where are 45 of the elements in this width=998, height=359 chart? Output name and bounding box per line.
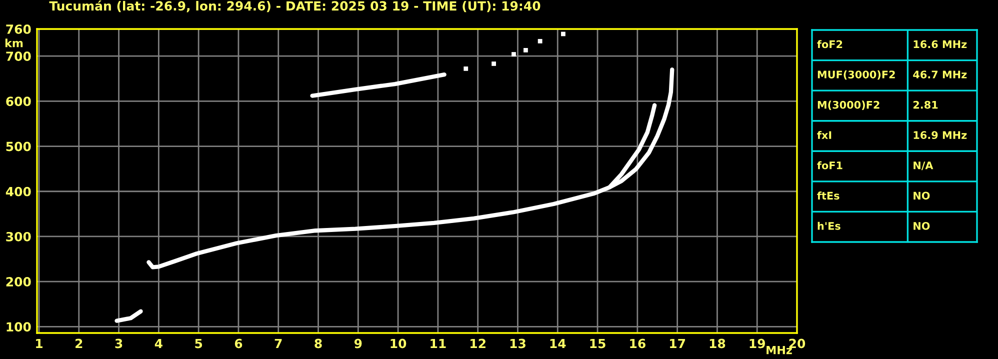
x-tick-label: 12 bbox=[470, 338, 486, 348]
text: foF2 bbox=[817, 40, 842, 48]
x-tick-label: 9 bbox=[354, 338, 362, 348]
x-tick-label: 11 bbox=[430, 338, 446, 348]
text: NO bbox=[914, 222, 930, 230]
text: MUF(3000)F2 bbox=[818, 70, 895, 80]
y-tick-label: 200 bbox=[6, 277, 31, 287]
x-tick-label: 8 bbox=[314, 338, 322, 348]
text: fxI bbox=[817, 130, 832, 139]
x-tick-label: 5 bbox=[195, 338, 202, 348]
y-tick-label: 500 bbox=[6, 142, 31, 152]
text: 2.81 bbox=[913, 100, 938, 109]
y-tick-label: 400 bbox=[6, 186, 31, 196]
x-tick-label: 7 bbox=[274, 338, 282, 348]
text: 16.6 MHz bbox=[914, 40, 967, 48]
x-tick-label: 3 bbox=[115, 338, 122, 348]
y-tick-label: 300 bbox=[6, 232, 31, 242]
text: ftEs bbox=[817, 192, 840, 200]
x-tick-label: 16 bbox=[630, 338, 646, 348]
y-tick-label: 100 bbox=[6, 322, 31, 332]
x-axis-title: MHz bbox=[766, 346, 792, 354]
text: foF1 bbox=[817, 161, 842, 170]
text: 16.9 MHz bbox=[914, 131, 967, 140]
x-tick-label: 6 bbox=[234, 338, 242, 348]
text: 46.7 MHz bbox=[913, 70, 967, 78]
y-tick-label: 760 bbox=[6, 24, 31, 34]
x-tick-label: 20 bbox=[789, 338, 806, 348]
x-tick-label: 18 bbox=[710, 338, 726, 348]
y-tick-label: 600 bbox=[6, 96, 31, 106]
text: NO bbox=[914, 192, 930, 200]
x-tick-label: 19 bbox=[750, 338, 766, 348]
y-axis-title: km bbox=[5, 38, 23, 48]
x-tick-label: 14 bbox=[550, 338, 566, 348]
x-tick-label: 10 bbox=[390, 338, 406, 348]
x-tick-label: 1 bbox=[36, 338, 42, 348]
text: h'Es bbox=[818, 222, 840, 230]
x-tick-label: 15 bbox=[590, 338, 606, 348]
x-tick-label: 13 bbox=[510, 338, 526, 348]
chart-title: Tucumán (lat: -26.9, lon: 294.6) - DATE: 2025 03 19 - TIME (UT): 19:40 bbox=[49, 0, 540, 12]
x-tick-label: 17 bbox=[670, 338, 686, 348]
text: N/A bbox=[914, 162, 934, 170]
x-tick-label: 4 bbox=[154, 338, 162, 348]
y-tick-label: 700 bbox=[6, 52, 31, 61]
x-tick-label: 2 bbox=[76, 338, 82, 348]
text: M(3000)F2 bbox=[818, 100, 880, 110]
